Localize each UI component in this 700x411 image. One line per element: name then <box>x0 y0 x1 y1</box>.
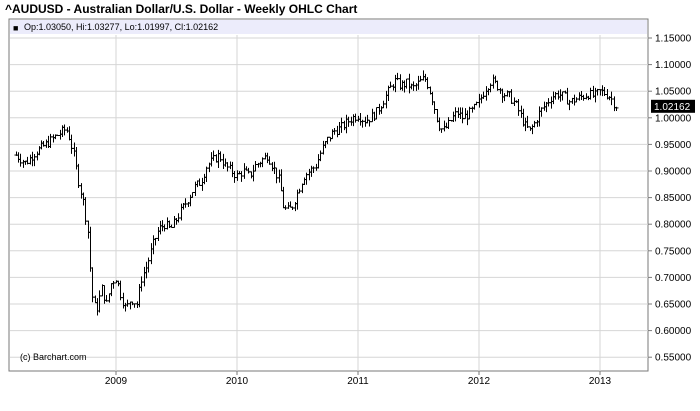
y-tick-label: 0.65000 <box>655 300 692 311</box>
y-tick-label: 0.85000 <box>655 193 692 204</box>
last-price-label: 1.02162 <box>654 102 691 113</box>
y-tick-label: 0.75000 <box>655 246 692 257</box>
last-price-box <box>651 99 695 113</box>
info-bar-text: Op:1.03050, Hi:1.03277, Lo:1.01997, Cl:1… <box>24 22 218 32</box>
y-tick-label: 1.05000 <box>655 87 692 98</box>
page-title: ^AUDUSD - Australian Dollar/U.S. Dollar … <box>5 2 358 16</box>
credit-text: (c) Barchart.com <box>20 352 87 362</box>
x-tick-label: 2011 <box>347 376 369 387</box>
y-tick-label: 0.70000 <box>655 273 692 284</box>
y-tick-label: 1.10000 <box>655 60 692 71</box>
y-tick-label: 0.90000 <box>655 167 692 178</box>
x-tick-label: 2012 <box>468 376 491 387</box>
x-tick-label: 2010 <box>226 376 249 387</box>
y-tick-label: 0.80000 <box>655 220 692 231</box>
y-tick-label: 0.60000 <box>655 326 692 337</box>
x-tick-label: 2013 <box>589 376 612 387</box>
y-tick-label: 0.55000 <box>655 353 692 364</box>
plot-frame <box>8 18 649 372</box>
x-tick-label: 2009 <box>105 376 128 387</box>
info-bar <box>10 20 647 34</box>
y-tick-label: 1.00000 <box>655 113 692 124</box>
y-tick-label: 0.95000 <box>655 140 692 151</box>
info-legend-marker: ■ <box>13 23 18 33</box>
y-tick-label: 1.15000 <box>655 34 692 45</box>
